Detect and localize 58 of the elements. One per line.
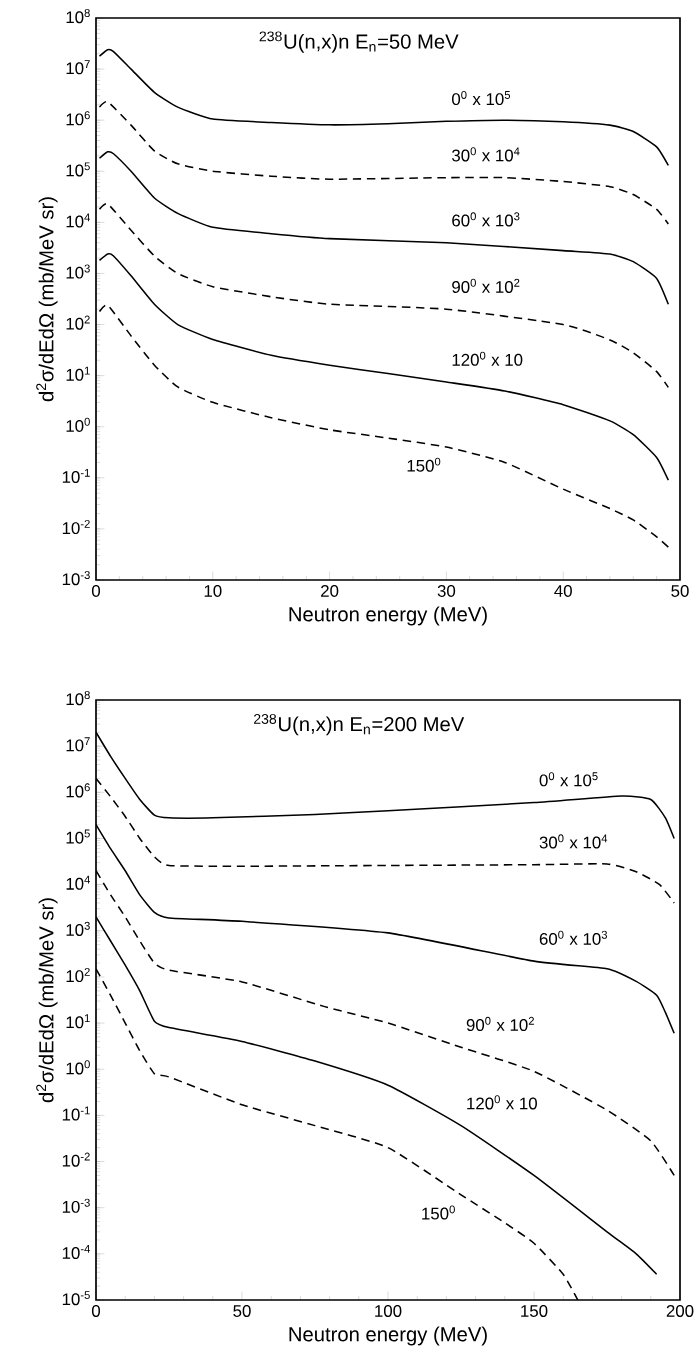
y-tick-label: 10$^{5}$ <box>66 162 90 177</box>
y-tick-label: 10$^{2}$ <box>66 967 90 983</box>
x-tick-label: 100 <box>375 1304 402 1317</box>
y-tick-label: 10$^{1}$ <box>66 1014 90 1029</box>
y-axis-title: d$^{2}$σ/dEdΩ (mb/MeV sr) <box>36 197 58 402</box>
y-tick-label: 10$^{-2}$ <box>62 1152 90 1167</box>
line-series <box>98 304 670 548</box>
y-tick-label: 10$^{-1}$ <box>62 1106 90 1121</box>
x-tick-label: 0 <box>91 584 101 597</box>
x-tick-label: 0 <box>91 1304 101 1317</box>
y-tick-label: 10$^{-5}$ <box>62 1291 90 1306</box>
y-tick-label: 10$^{-4}$ <box>62 1245 90 1260</box>
y-tick-label: 10$^{0}$ <box>66 1060 90 1075</box>
y-tick-label: 10$^{-1}$ <box>62 468 90 483</box>
x-tick-label: 30 <box>437 584 456 597</box>
x-tick-label: 20 <box>321 584 339 597</box>
x-axis-title: Neutron energy (MeV) <box>289 1326 487 1346</box>
text: $^{238}$U(n,x)n E$_{n}$=50 MeV <box>259 31 459 53</box>
y-tick-label: 10$^{5}$ <box>66 829 90 844</box>
line-series <box>98 253 670 481</box>
text: $^{238}$U(n,x)n E$_{n}$=200 MeV <box>253 713 465 736</box>
line-series <box>98 203 670 389</box>
series-label: 30$^{0}$ x 10$^{4}$ <box>539 834 608 849</box>
series-label: 150$^{0}$ <box>407 457 441 472</box>
series-label: 120$^{0}$ x 10 <box>467 1095 537 1110</box>
x-tick-label: 50 <box>671 584 689 597</box>
y-tick-label: 10$^{3}$ <box>66 264 90 279</box>
y-tick-label: 10$^{8}$ <box>66 691 90 706</box>
x-tick-label: 150 <box>521 1304 548 1317</box>
series-label: 30$^{0}$ x 10$^{4}$ <box>452 147 520 162</box>
y-tick-label: 10$^{-2}$ <box>62 519 90 535</box>
x-tick-label: 50 <box>233 1304 251 1317</box>
series-label: 90$^{0}$ x 10$^{2}$ <box>452 278 520 293</box>
x-axis-title: Neutron energy (MeV) <box>289 606 487 626</box>
y-tick-label: 10$^{7}$ <box>66 737 90 752</box>
y-axis-title: d$^{2}$σ/dEdΩ (mb/MeV sr) <box>36 898 58 1103</box>
x-tick-label: 200 <box>666 1304 694 1317</box>
y-tick-label: 10$^{4}$ <box>66 213 90 228</box>
y-tick-label: 10$^{-3}$ <box>62 1198 90 1213</box>
series-label: 120$^{0}$ x 10 <box>452 351 523 366</box>
y-tick-label: 10$^{7}$ <box>66 60 90 75</box>
y-tick-label: 10$^{6}$ <box>66 111 90 126</box>
y-tick-label: 10$^{1}$ <box>66 366 90 381</box>
series-label: 60$^{0}$ x 10$^{3}$ <box>539 930 608 945</box>
series-label: 90$^{0}$ x 10$^{2}$ <box>466 1016 534 1031</box>
series-label: 0$^{0}$ x 10$^{5}$ <box>452 90 511 106</box>
series-label: 150$^{0}$ <box>422 1205 455 1220</box>
y-tick-label: 10$^{0}$ <box>66 417 90 432</box>
y-tick-label: 10$^{8}$ <box>66 9 90 24</box>
y-tick-label: 10$^{-3}$ <box>62 571 90 586</box>
y-tick-label: 10$^{3}$ <box>66 921 90 936</box>
y-tick-label: 10$^{4}$ <box>66 875 90 890</box>
y-tick-label: 10$^{6}$ <box>66 783 90 798</box>
x-tick-label: 40 <box>554 584 572 597</box>
series-label: 0$^{0}$ x 10$^{5}$ <box>539 772 598 787</box>
x-tick-label: 10 <box>204 584 222 597</box>
series-label: 60$^{0}$ x 10$^{3}$ <box>452 212 520 227</box>
y-tick-label: 10$^{2}$ <box>66 315 90 330</box>
